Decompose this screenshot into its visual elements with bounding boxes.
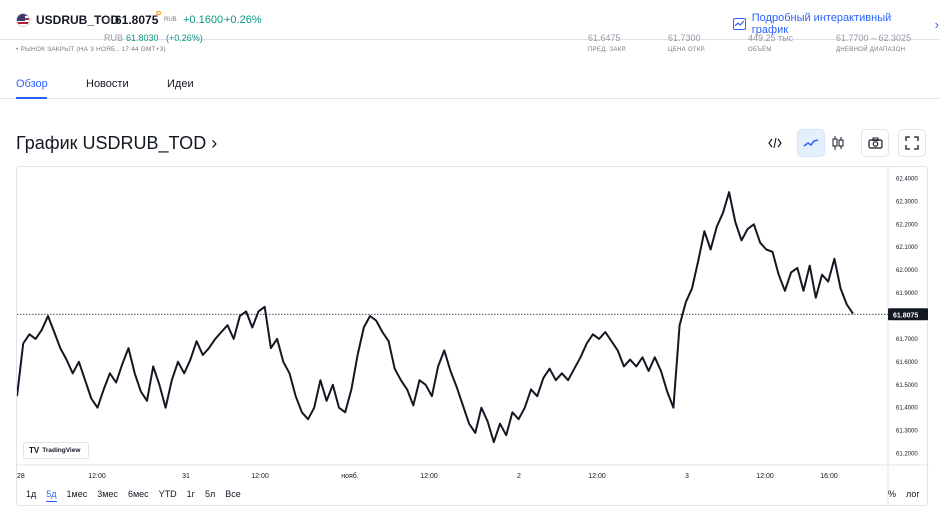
stat-value-2: 449.25 тыс [748,33,794,43]
symbol-header: USDRUB_TOD • 61.8075 P RUB +0.1600 +0.26… [0,0,939,40]
subheader-partial-currency: RUB [104,33,124,43]
section-tabs: Обзор Новости Идеи [0,70,939,99]
tab-news[interactable]: Новости [86,78,129,90]
active-tab-indicator [16,97,47,99]
price-flag: P [156,10,162,19]
fullscreen-icon [905,136,919,150]
x-tick-label: 16:00 [820,473,838,480]
subheader-partial-value: 61.8030 [126,33,159,43]
x-tick-label: 12:00 [88,473,106,480]
detailed-chart-link[interactable]: Подробный интерактивный график › [733,12,939,36]
y-tick-label: 61.9000 [896,291,918,297]
symbol-separator: • [107,13,112,27]
stat-label-volume: ОБЪЁМ [748,47,772,53]
range-selector: 1д 5д 1мес 3мес 6мес YTD 1г 5л Все [26,489,251,502]
x-tick-label: 2 [517,473,521,480]
tab-overview[interactable]: Обзор [16,78,48,90]
range-3[interactable]: 3мес [97,489,118,499]
tradingview-logo[interactable]: TV TradingView [23,442,89,459]
y-tick-label: 62.1000 [896,245,918,251]
range-4[interactable]: 6мес [127,489,149,499]
line-chart-button[interactable] [797,129,825,157]
y-tick-label: 61.6000 [896,360,918,366]
range-1[interactable]: 5д [46,489,57,502]
last-price-badge [888,308,928,321]
x-tick-label: 12:00 [588,473,606,480]
range-2[interactable]: 1мес [66,489,88,499]
chart-container[interactable]: 62.4000 62.3000 62.2000 62.1000 62.0000 61.90… [16,166,929,507]
x-tick-label: 12:00 [251,473,269,480]
y-tick-label: 61.5000 [896,383,918,389]
stat-value-1: 61.7300 [668,33,701,43]
line-chart-icon [803,139,819,147]
x-tick-label: 31 [182,473,190,480]
y-tick-label: 61.3000 [896,429,918,435]
y-tick-label: 62.4000 [896,176,918,182]
x-tick-label: нояб. [341,472,359,480]
stat-label-open: ЦЕНА ОТКР. [668,47,706,53]
embed-icon [768,137,782,149]
y-tick-label: 62.2000 [896,222,918,228]
tradingview-mark-icon: TV [29,446,40,455]
x-tick-label: 12:00 [756,473,774,480]
percent-scale-toggle[interactable]: % [888,489,897,499]
y-tick-label: 61.2000 [896,452,918,458]
market-status: • РЫНОК ЗАКРЫТ (НА 3 НОЯБ., 17:44 GMT+3) [16,46,166,53]
embed-button[interactable] [761,129,789,157]
range-7[interactable]: 5л [204,489,216,499]
snapshot-button[interactable] [861,129,889,157]
price-change-percent: +0.26% [224,14,262,26]
range-6[interactable]: 1г [186,489,195,499]
price-line-series [17,191,854,444]
y-tick-label: 62.0000 [896,268,918,274]
camera-icon [867,137,883,149]
fullscreen-button[interactable] [898,129,926,157]
chart-icon [733,18,746,30]
stat-label-prev-close: ПРЕД. ЗАКР. [588,47,627,53]
x-tick-label: 3 [685,473,689,480]
tradingview-logo-text: TradingView [42,447,81,454]
range-0[interactable]: 1д [26,489,37,499]
subheader-partial-change: (+0.26%) [166,33,203,43]
y-tick-label: 61.4000 [896,406,918,412]
price-chart[interactable]: 62.4000 62.3000 62.2000 62.1000 62.0000 61.90… [17,167,929,507]
log-scale-toggle[interactable]: лог [906,489,920,499]
x-tick-label: 28 [17,473,25,480]
tab-ideas[interactable]: Идеи [167,78,194,90]
candles-button[interactable] [824,129,852,157]
stat-value-0: 61.6475 [588,33,621,43]
last-price-label: 61.8075 [893,312,918,319]
y-tick-label: 61.7000 [896,337,918,343]
detailed-chart-label: Подробный интерактивный график [751,12,892,36]
stat-value-3: 61.7700 – 62.3025 [836,33,912,43]
chart-title[interactable]: График USDRUB_TOD › [16,133,218,153]
currency-label: RUB [164,17,177,23]
symbol-price: 61.8075 [115,13,159,27]
symbol-name[interactable]: USDRUB_TOD [36,13,120,27]
candles-icon [832,136,844,150]
us-flag-icon [16,13,30,27]
y-tick-label: 62.3000 [896,199,918,205]
range-5[interactable]: YTD [158,489,177,499]
x-tick-label: 12:00 [420,473,438,480]
range-8[interactable]: Все [225,489,241,499]
chevron-right-icon: › [934,16,939,32]
price-change: +0.1600 [183,14,224,26]
stat-label-day-range: ДНЕВНОЙ ДИАПАЗОН [836,47,906,53]
